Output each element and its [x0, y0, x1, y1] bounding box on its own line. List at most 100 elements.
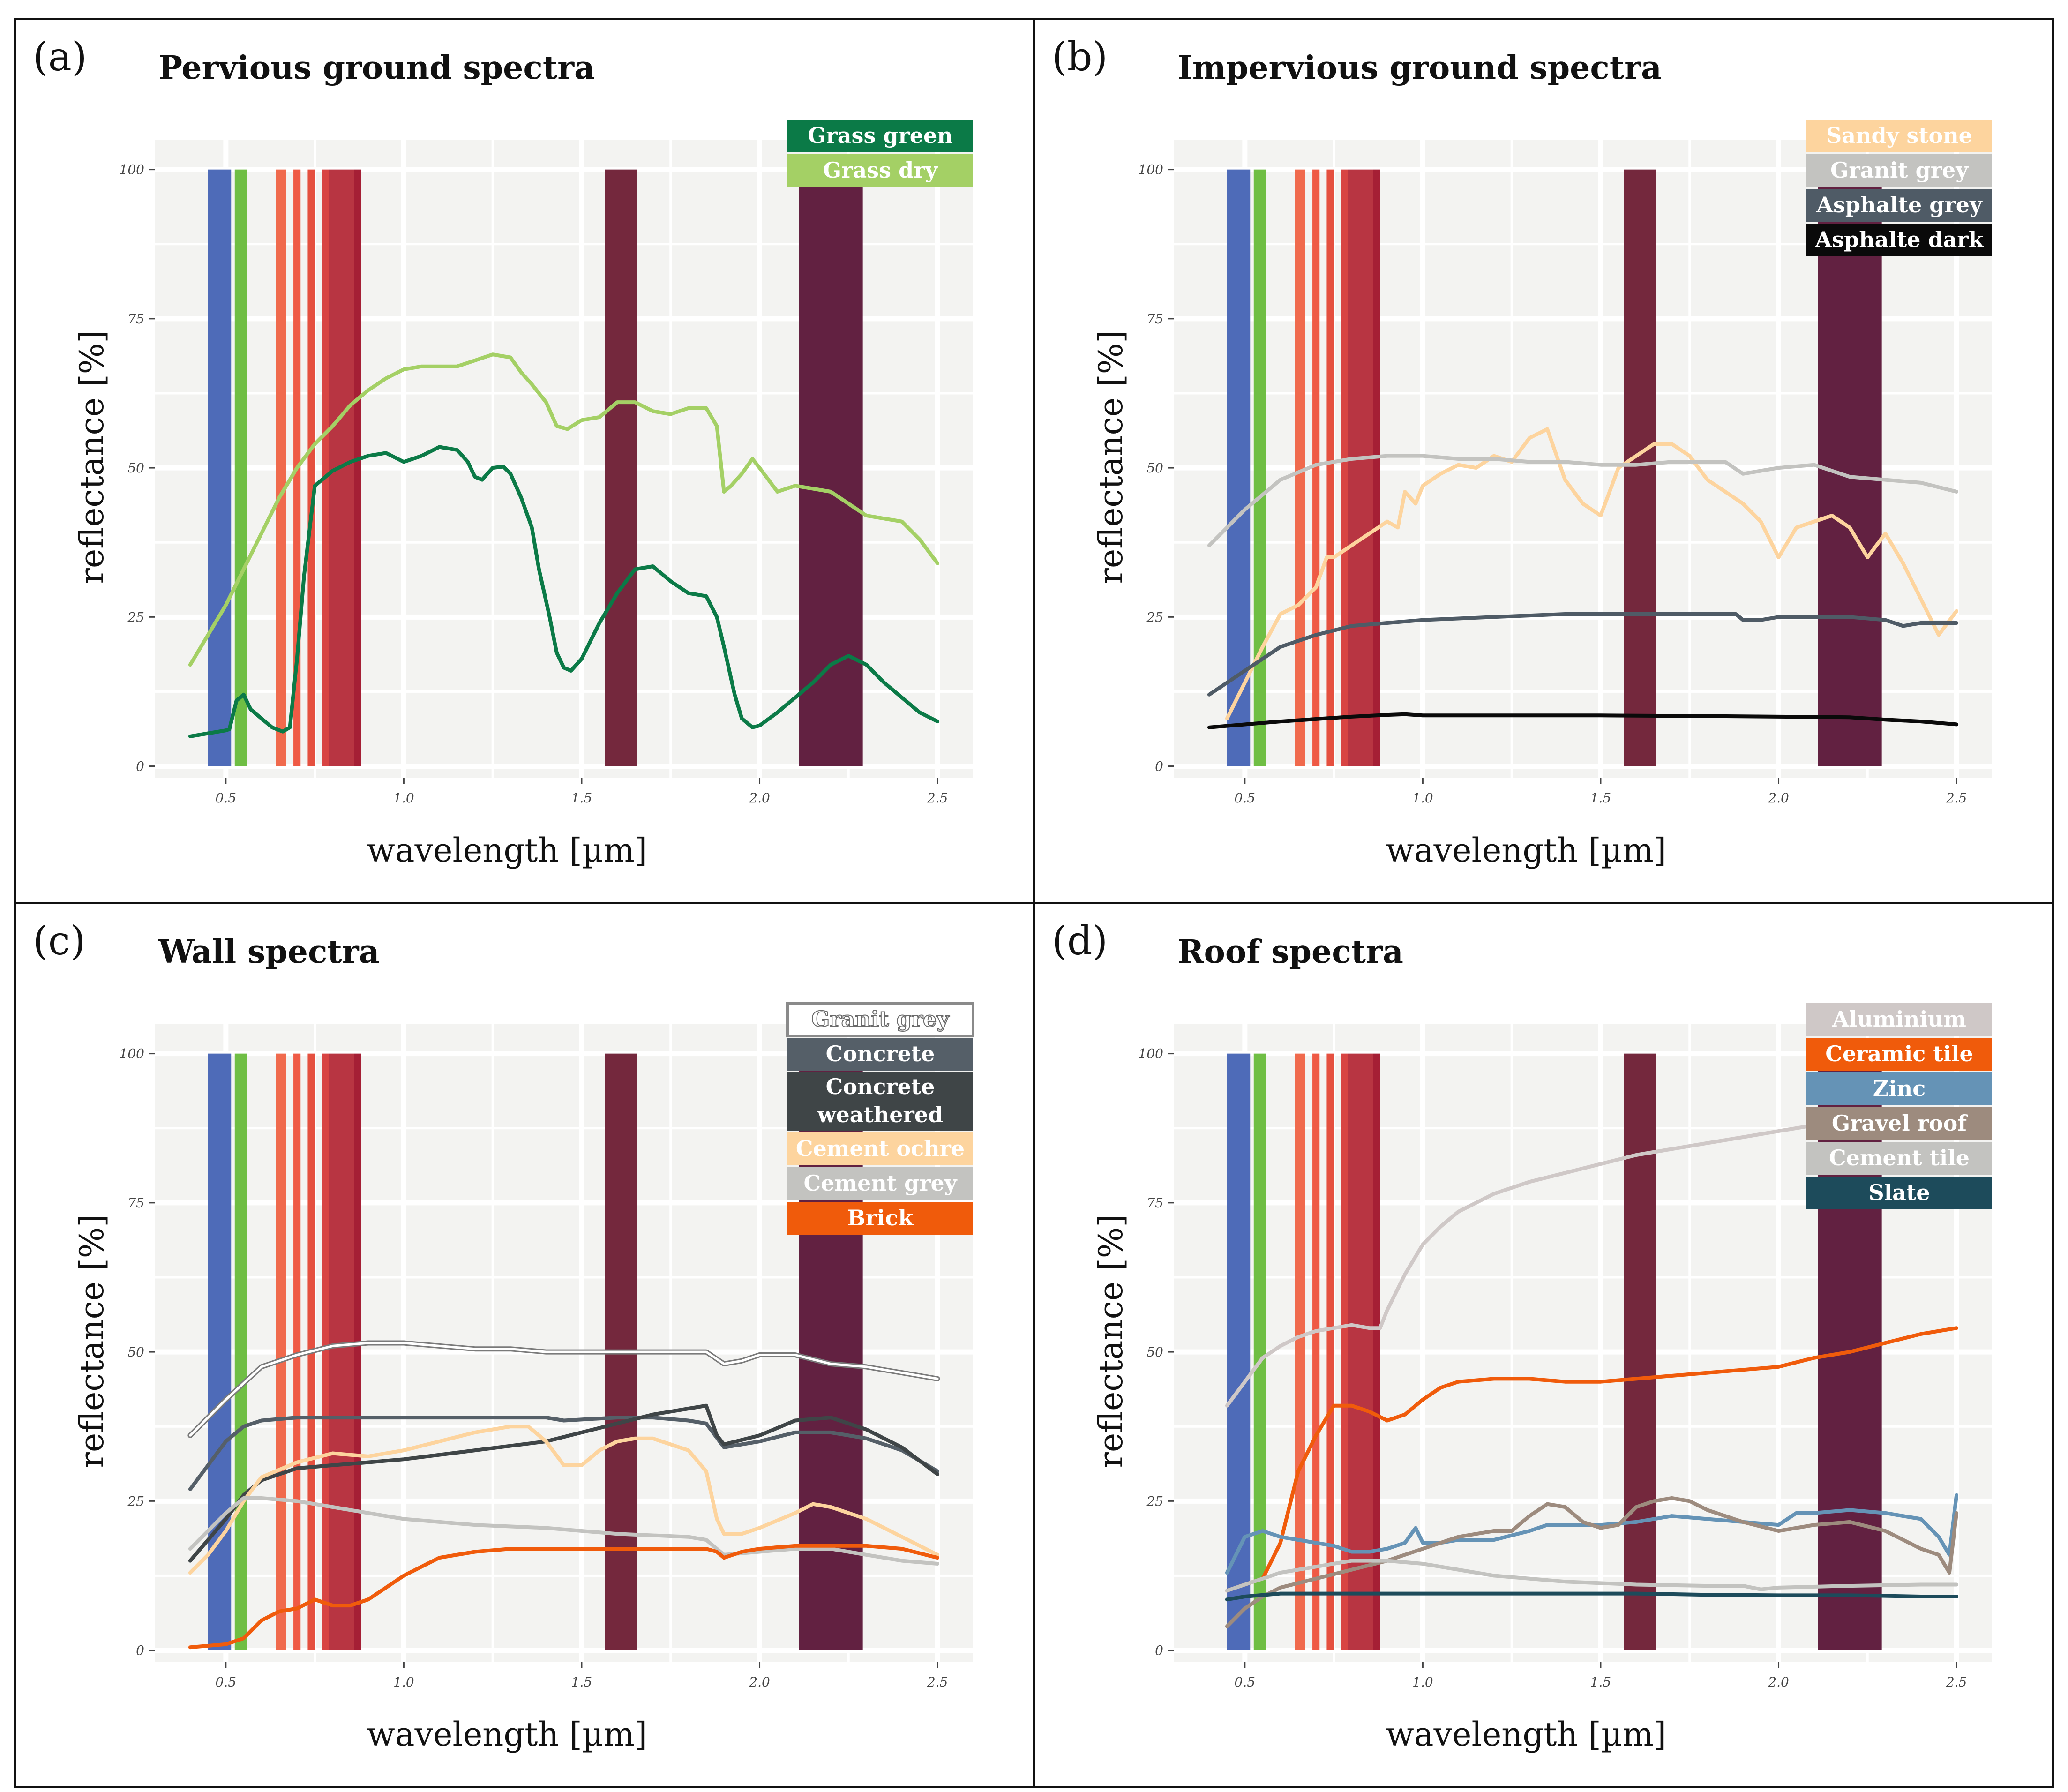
- panel-d-band-3: [1295, 1053, 1305, 1650]
- panel-d-series-ceramic-tile: [1225, 1326, 1959, 1593]
- panel-d-legend-label: Gravel roof: [1832, 1110, 1968, 1136]
- panel-b-y-tick-label: 25: [1146, 609, 1163, 625]
- panel-d-series-slate: [1225, 1591, 1959, 1602]
- panel-b-y-tick-label: 75: [1146, 311, 1163, 327]
- panel-b-series-granit-grey: [1207, 454, 1959, 547]
- panel-c-legend-label: Granit grey: [811, 1006, 950, 1032]
- panel-d-x-tick-label: 2.5: [1946, 1674, 1967, 1690]
- panel-a-ylabel: reflectance [%]: [73, 330, 111, 584]
- panel-c-legend: Granit grey Concrete Concrete weathered Ceme…: [786, 1002, 974, 1235]
- panel-c-series-granit-grey: [189, 1342, 939, 1437]
- panel-d-legend-swatch: [1806, 1072, 1992, 1105]
- panel-c-legend-label: weathered: [817, 1102, 943, 1127]
- panel-a-band-6: [322, 169, 329, 766]
- panel-a-legend-swatch: [787, 154, 973, 187]
- panel-a-legend: Grass green Grass dry: [787, 120, 973, 187]
- panel-d-legend-swatch: [1806, 1177, 1992, 1209]
- panel-b-legend-item-asphalte-dark: Asphalte dark: [1806, 224, 1992, 256]
- panel-d-series-aluminium: [1225, 1108, 1959, 1408]
- panel-c-band-8: [354, 1053, 361, 1650]
- panel-d-xlabel: wavelength [µm]: [1386, 1715, 1666, 1754]
- panel-d-x-tick-label: 1.5: [1590, 1674, 1611, 1690]
- panel-d-legend-label: Cement tile: [1829, 1145, 1970, 1170]
- panel-b-legend-label: Asphalte grey: [1816, 192, 1983, 217]
- panel-d-spectral-bands: [1227, 1053, 1882, 1650]
- panel-b-legend-label: Asphalte dark: [1814, 227, 1984, 252]
- panel-d-legend-item-ceramic-tile: Ceramic tile: [1806, 1038, 1992, 1071]
- panel-d-tag: (d): [1052, 918, 1108, 964]
- panel-d-legend-swatch: [1806, 1142, 1992, 1175]
- panel-a-band-9: [605, 169, 637, 766]
- panel-d-title: Roof spectra: [1177, 933, 1403, 971]
- panel-a-legend-item-grass-dry: Grass dry: [787, 154, 973, 187]
- panel-d-series: [1225, 1108, 1959, 1628]
- panel-d-band-4: [1312, 1053, 1320, 1650]
- panel-b-legend-swatch: [1806, 120, 1992, 152]
- panel-d-legend-label: Ceramic tile: [1825, 1041, 1973, 1066]
- panel-a-legend-item-grass-green: Grass green: [787, 120, 973, 152]
- panel-b-legend-label: Granit grey: [1830, 157, 1969, 183]
- panel-a-x-tick-label: 0.5: [216, 790, 237, 806]
- panel-c-legend-item-concrete-weathered: Concrete weathered: [787, 1072, 973, 1131]
- panel-c-legend-swatch: [787, 1072, 973, 1131]
- panel-d-y-tick-label: 0: [1155, 1643, 1163, 1658]
- panel-b: (b) Impervious ground spectra wavelength…: [1033, 18, 2054, 904]
- panel-d-legend-item-gravel-roof: Gravel roof: [1806, 1107, 1992, 1140]
- panel-d-series-zinc: [1225, 1493, 1959, 1575]
- panel-b-x-tick-label: 2.0: [1768, 790, 1789, 806]
- panel-b-ylabel: reflectance [%]: [1092, 330, 1130, 584]
- panel-b-band-3: [1295, 169, 1305, 766]
- panel-b-x-tick-label: 2.5: [1946, 790, 1967, 806]
- panel-b-band-1: [1227, 169, 1251, 766]
- panel-a-band-10: [799, 169, 863, 766]
- panel-d-band-6: [1341, 1053, 1348, 1650]
- panel-b-x-tick-label: 1.0: [1412, 790, 1433, 806]
- panel-a-x-tick-label: 1.5: [571, 790, 592, 806]
- panel-b-y-tick-label: 50: [1146, 460, 1163, 476]
- panel-b-x-tick-label: 0.5: [1235, 790, 1256, 806]
- panel-c-series-concrete: [188, 1416, 940, 1491]
- panel-a-series-grass-dry: [188, 352, 940, 667]
- panel-d-band-2: [1253, 1053, 1266, 1650]
- panel-d: (d) Roof spectra wavelength [µm] reflect…: [1033, 902, 2054, 1788]
- panel-a-x-tick-label: 2.0: [749, 790, 770, 806]
- panel-c-x-tick-label: 2.0: [749, 1674, 770, 1690]
- panel-d-axes: 0.5 1.0 1.5 2.0 2.5 0 25 50 75 100: [1139, 1046, 1967, 1690]
- panel-d-y-tick-label: 100: [1139, 1046, 1163, 1062]
- panel-b-legend-swatch: [1806, 154, 1992, 187]
- panel-a-band-2: [234, 169, 247, 766]
- panel-d-x-tick-label: 0.5: [1235, 1674, 1256, 1690]
- panel-c-series-cement-grey: [188, 1496, 940, 1566]
- panel-d-legend-label: Zinc: [1873, 1076, 1926, 1101]
- panel-b-legend-item-asphalte-grey: Asphalte grey: [1806, 189, 1992, 222]
- panel-c-legend-swatch: [787, 1132, 973, 1165]
- panel-a-xlabel: wavelength [µm]: [367, 831, 647, 870]
- panel-b-band-5: [1326, 169, 1334, 766]
- panel-a-y-tick-label: 0: [136, 759, 144, 774]
- panel-b-legend-item-sandy-stone: Sandy stone: [1806, 120, 1992, 152]
- panel-b-series-asphalte-grey: [1207, 612, 1959, 697]
- panel-c-legend-item-concrete: Concrete: [787, 1038, 973, 1071]
- panel-c-legend-label: Cement ochre: [796, 1136, 965, 1161]
- panel-a-legend-label: Grass green: [808, 123, 953, 148]
- panel-c-y-tick-label: 75: [127, 1195, 144, 1211]
- panel-c-legend-item-brick: Brick: [787, 1202, 973, 1235]
- panel-c-band-3: [276, 1053, 286, 1650]
- panel-b-axes: 0.5 1.0 1.5 2.0 2.5 0 25 50 75 100: [1139, 162, 1967, 806]
- panel-b-legend-swatch: [1806, 189, 1992, 222]
- panel-c-tag: (c): [33, 918, 86, 964]
- panel-c-band-6: [322, 1053, 329, 1650]
- panel-a-x-tick-label: 2.5: [927, 790, 948, 806]
- panel-d-legend-label: Aluminium: [1832, 1006, 1966, 1032]
- panel-c-legend-label: Concrete: [826, 1074, 935, 1099]
- panel-c-x-tick-label: 2.5: [927, 1674, 948, 1690]
- panel-b-legend: Sandy stone Granit grey Asphalte grey Aspha…: [1806, 120, 1992, 256]
- panel-c-legend-label: Cement grey: [804, 1170, 958, 1196]
- panel-d-series-gravel-roof: [1225, 1496, 1959, 1628]
- panel-c-band-2: [234, 1053, 247, 1650]
- panel-c-y-tick-label: 25: [127, 1493, 144, 1509]
- panel-c-legend-item-granit-grey: Granit grey: [786, 1002, 974, 1037]
- panel-d-ylabel: reflectance [%]: [1092, 1214, 1130, 1468]
- panel-b-band-4: [1312, 169, 1320, 766]
